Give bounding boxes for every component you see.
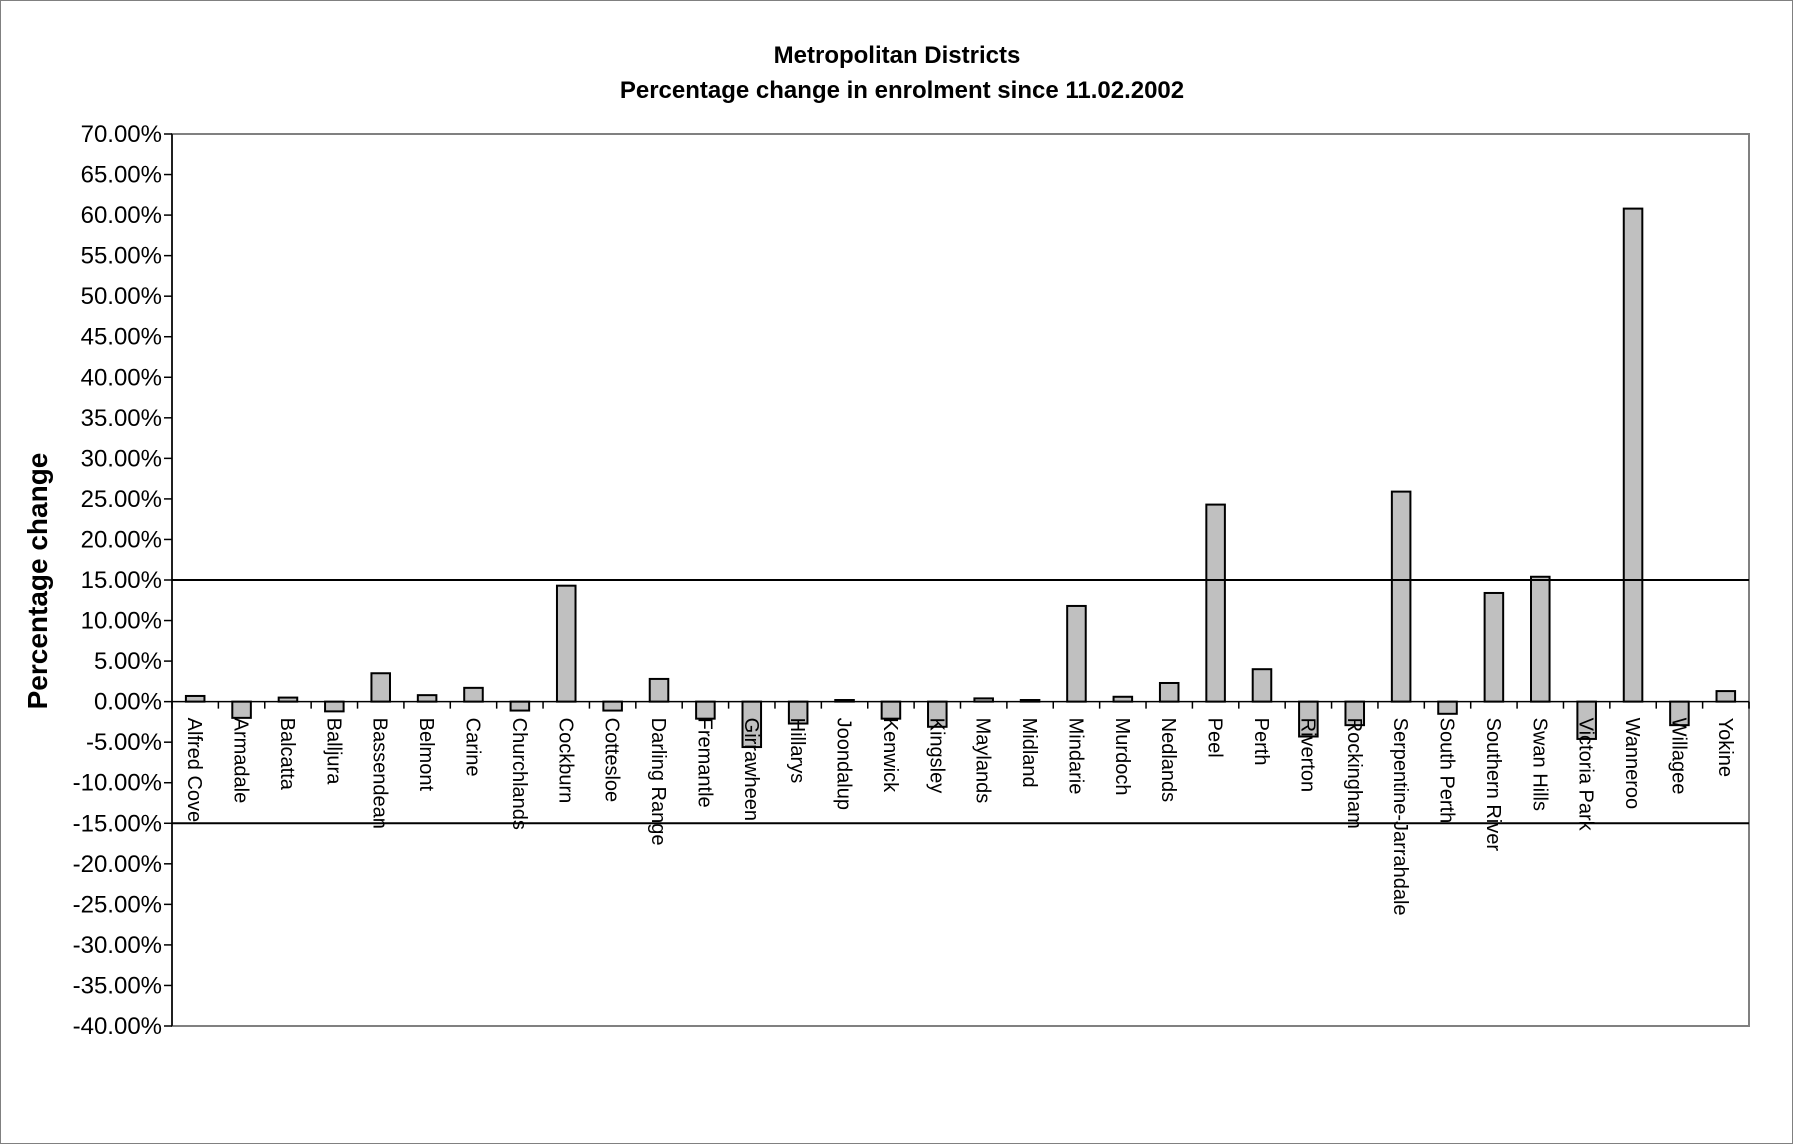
y-tick-label: 60.00% bbox=[81, 202, 162, 229]
bar bbox=[555, 584, 577, 703]
bar bbox=[695, 700, 716, 720]
y-tick-label: 20.00% bbox=[81, 526, 162, 553]
plot-area: 70.00% 65.00% 60.00% 55.00% 50.00% 45.00% 40.0… bbox=[73, 121, 1750, 1040]
y-tick-label: 5.00% bbox=[94, 648, 162, 675]
y-tick-label: -20.00% bbox=[73, 851, 162, 878]
x-tick-label: Willagee bbox=[1667, 718, 1689, 795]
bar bbox=[1622, 207, 1644, 703]
x-tick-label: Rockingham bbox=[1343, 718, 1365, 829]
x-tick-label: Swan Hills bbox=[1528, 718, 1550, 811]
x-tick-label: Perth bbox=[1250, 718, 1272, 766]
y-tick-label: 0.00% bbox=[94, 689, 162, 716]
bar bbox=[1437, 700, 1458, 715]
y-tick-label: -10.00% bbox=[73, 770, 162, 797]
y-tick-label: 50.00% bbox=[81, 283, 162, 310]
y-tick-label: 55.00% bbox=[81, 243, 162, 270]
x-tick-label: Carine bbox=[461, 718, 483, 777]
x-tick-label: Fremantle bbox=[693, 718, 715, 808]
bar bbox=[1251, 668, 1273, 703]
y-tick-label: -30.00% bbox=[73, 932, 162, 959]
x-tick-label: Girrawheen bbox=[740, 718, 762, 821]
y-tick-label: 40.00% bbox=[81, 364, 162, 391]
bar bbox=[1066, 604, 1087, 703]
x-tick-label: South Perth bbox=[1436, 718, 1458, 824]
y-tick-label: -40.00% bbox=[73, 1013, 162, 1040]
x-tick-label: Victoria Park bbox=[1575, 718, 1597, 832]
x-tick-label: Kingsley bbox=[925, 718, 947, 794]
x-tick-label: Murdoch bbox=[1111, 718, 1133, 796]
y-tick-label: -15.00% bbox=[73, 810, 162, 837]
x-tick-label: Darling Range bbox=[647, 718, 669, 846]
x-tick-label: Riverton bbox=[1296, 718, 1318, 792]
y-tick-label: 30.00% bbox=[81, 445, 162, 472]
x-tick-label: Bassendean bbox=[369, 718, 391, 829]
bar bbox=[1390, 490, 1412, 703]
x-tick-label: Mindarie bbox=[1064, 718, 1086, 795]
bar bbox=[1483, 591, 1505, 703]
x-tick-label: Peel bbox=[1204, 718, 1226, 758]
x-tick-label: Balcatta bbox=[276, 718, 298, 791]
x-tick-label: Alfred Cove bbox=[183, 718, 205, 823]
bar bbox=[184, 694, 206, 703]
bar bbox=[1530, 575, 1551, 703]
y-tick-label: 70.00% bbox=[81, 121, 162, 148]
bar bbox=[880, 700, 902, 720]
x-tick-label: Belmont bbox=[415, 718, 437, 792]
y-tick-label: 45.00% bbox=[81, 324, 162, 351]
bar bbox=[648, 677, 670, 703]
x-tick-label: Southern River bbox=[1482, 718, 1504, 852]
chart-subtitle: Percentage change in enrolment since 11.… bbox=[620, 77, 1184, 104]
bar bbox=[1205, 503, 1226, 703]
x-tick-label: Nedlands bbox=[1157, 718, 1179, 803]
x-tick-label: Cockburn bbox=[554, 718, 576, 804]
x-tick-label: Maylands bbox=[972, 718, 994, 804]
bar bbox=[324, 700, 345, 713]
y-tick-label: -35.00% bbox=[73, 972, 162, 999]
x-tick-label: Joondalup bbox=[833, 718, 855, 810]
y-tick-label: -25.00% bbox=[73, 891, 162, 918]
x-tick-label: Yokine bbox=[1714, 718, 1736, 777]
x-tick-label: Wanneroo bbox=[1621, 718, 1643, 810]
bar bbox=[1158, 681, 1180, 703]
bar bbox=[416, 694, 438, 703]
x-tick-label: Balljura bbox=[322, 718, 344, 786]
bar bbox=[1715, 690, 1737, 703]
y-tick-label: 65.00% bbox=[81, 162, 162, 189]
x-tick-label: Hillarys bbox=[786, 718, 808, 784]
bar bbox=[509, 700, 531, 712]
x-tick-label: Midland bbox=[1018, 718, 1040, 788]
y-axis-label: Percentage change bbox=[22, 453, 53, 710]
bar bbox=[231, 700, 252, 719]
x-tick-label: Churchlands bbox=[508, 718, 530, 830]
x-tick-label: Armadale bbox=[230, 718, 252, 804]
x-tick-label: Kenwick bbox=[879, 718, 901, 793]
y-tick-label: -5.00% bbox=[86, 729, 162, 756]
bar bbox=[463, 686, 484, 703]
y-tick-label: 10.00% bbox=[81, 608, 162, 635]
y-tick-label: 35.00% bbox=[81, 405, 162, 432]
bar bbox=[370, 672, 391, 703]
chart-title: Metropolitan Districts bbox=[774, 42, 1021, 69]
bar bbox=[602, 700, 623, 712]
x-tick-label: Cottesloe bbox=[601, 718, 623, 803]
x-tick-label: Serpentine-Jarrahdale bbox=[1389, 718, 1411, 916]
y-tick-label: 25.00% bbox=[81, 486, 162, 513]
y-tick-label: 15.00% bbox=[81, 567, 162, 594]
